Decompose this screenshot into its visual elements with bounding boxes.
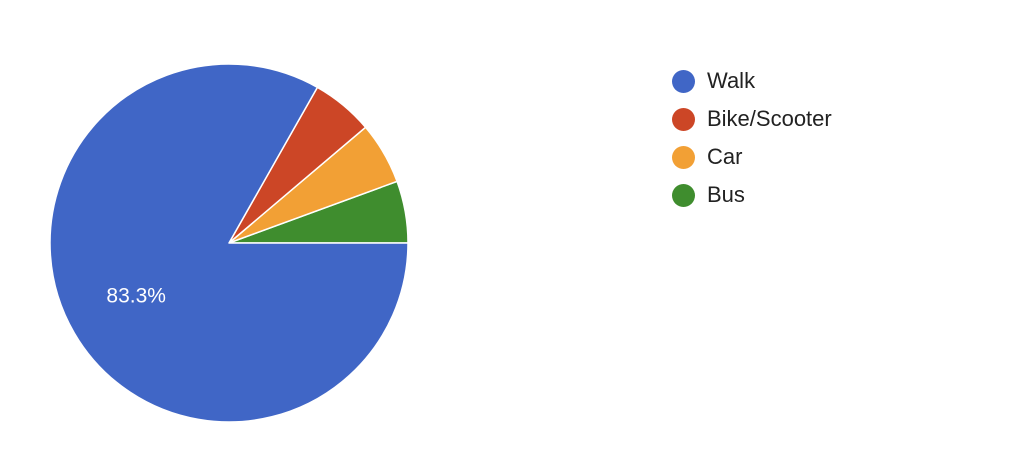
legend-label: Walk xyxy=(707,68,756,93)
pie-data-labels: 83.3% xyxy=(106,285,166,308)
legend-label: Bike/Scooter xyxy=(707,106,832,131)
data-label-walk: 83.3% xyxy=(106,285,166,308)
legend-swatch-icon xyxy=(672,145,695,169)
legend-swatch-icon xyxy=(672,107,695,131)
legend-item-car[interactable]: Car xyxy=(672,138,832,176)
legend-item-bike-scooter[interactable]: Bike/Scooter xyxy=(672,100,832,138)
legend-label: Bus xyxy=(707,182,745,207)
legend-label: Car xyxy=(707,144,743,169)
pie-slices xyxy=(49,63,409,423)
pie-slice-walk[interactable] xyxy=(49,63,409,423)
legend-swatch-icon xyxy=(672,183,695,207)
legend-swatch-icon xyxy=(672,69,695,93)
legend-item-bus[interactable]: Bus xyxy=(672,176,832,214)
legend-item-walk[interactable]: Walk xyxy=(672,62,832,100)
chart-legend: Walk Bike/Scooter Car Bus xyxy=(672,62,832,214)
